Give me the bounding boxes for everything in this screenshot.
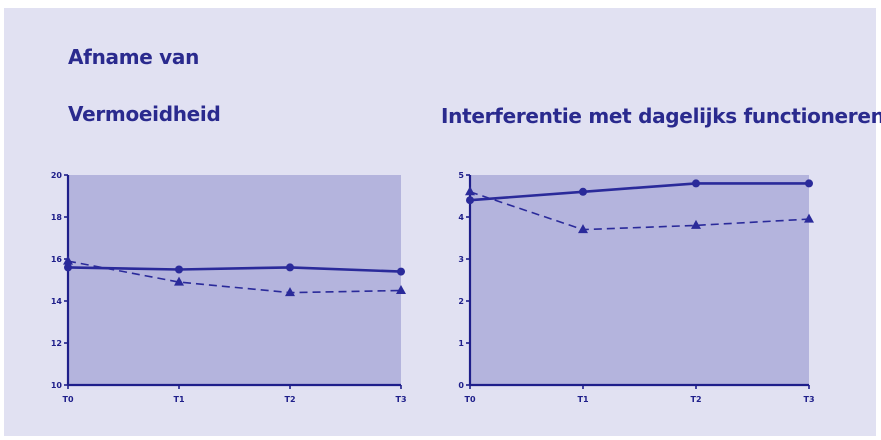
x-tick-label-t3: T3 — [395, 395, 406, 404]
y-tick-label: 16 — [51, 255, 63, 264]
y-tick-label: 1 — [458, 339, 464, 348]
y-tick-label: 10 — [51, 381, 63, 390]
plot-area — [68, 175, 401, 385]
data-point-triangle — [396, 285, 406, 294]
data-point-triangle — [804, 213, 814, 223]
y-tick-label: 4 — [458, 213, 464, 222]
data-point-circle — [286, 263, 294, 272]
series-line-solid — [67, 266, 402, 273]
chart-interferentie: 0 1 2 3 4 5 T0 T1 T2 T3 — [458, 171, 814, 404]
chart-title-interferentie: Interferentie met dagelijks functioneren — [441, 104, 881, 128]
x-tick-label-t1: T1 — [577, 395, 588, 404]
data-point-triangle — [691, 219, 701, 229]
data-point-circle — [397, 267, 405, 276]
y-tick-label: 14 — [51, 297, 63, 306]
x-tick-label-t2: T2 — [690, 395, 701, 404]
series-line-dashed — [67, 260, 402, 294]
data-point-circle — [466, 196, 474, 205]
data-point-circle — [692, 179, 700, 188]
series-line-solid — [469, 182, 809, 202]
x-tick-label-t2: T2 — [284, 395, 295, 404]
chart-vermoeidheid: 10 12 14 16 18 20 T0 T1 T2 T3 — [51, 171, 407, 404]
x-tick-label-t0: T0 — [464, 395, 475, 404]
x-tick-label-t1: T1 — [173, 395, 184, 404]
data-point-triangle — [285, 287, 295, 297]
y-tick-label: 5 — [458, 171, 464, 180]
page-title-line1: Afname van — [68, 45, 200, 69]
y-tick-label: 0 — [458, 381, 464, 390]
data-point-triangle — [174, 276, 184, 286]
data-point-triangle — [63, 255, 73, 265]
data-point-circle — [175, 265, 183, 274]
x-tick-label-t0: T0 — [62, 395, 73, 404]
chart-title-vermoeidheid: Vermoeidheid — [68, 102, 221, 126]
series-line-dashed — [469, 191, 810, 231]
data-point-triangle — [465, 186, 475, 196]
y-tick-label: 18 — [51, 213, 63, 222]
y-tick-label: 3 — [458, 255, 464, 264]
data-point-circle — [579, 187, 587, 196]
y-tick-label: 20 — [51, 171, 63, 180]
data-point-triangle — [578, 224, 588, 234]
x-tick-label-t3: T3 — [803, 395, 814, 404]
data-point-circle — [64, 263, 72, 272]
plot-area — [470, 175, 809, 385]
data-point-circle — [805, 179, 813, 188]
y-tick-label: 12 — [51, 339, 62, 348]
y-tick-label: 2 — [458, 297, 464, 306]
